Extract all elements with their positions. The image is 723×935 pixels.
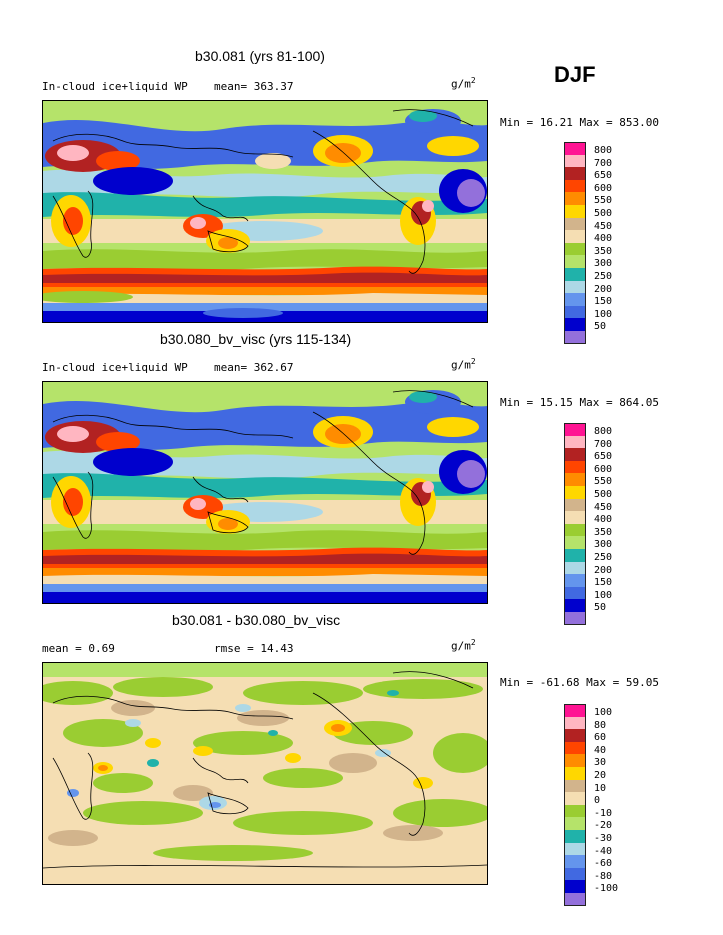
- panel3-legend-label: 20: [594, 769, 607, 781]
- panel3-legend: 100 80 60 40 30 20 10 0 -10 -20 -30 -40 …: [564, 704, 650, 906]
- panel1-legend-label: 400: [594, 233, 613, 245]
- panel3-legend-label: 0: [594, 795, 601, 807]
- panel1-legend-label: 300: [594, 258, 613, 270]
- panel1-legend-label: 500: [594, 207, 613, 219]
- panel3-legend-label: 30: [594, 757, 607, 769]
- panel1-minmax: Min = 16.21 Max = 853.00: [500, 116, 659, 129]
- panel1-legend-label: 350: [594, 245, 613, 257]
- panel2-map: [42, 381, 488, 604]
- panel3-legend-label: 10: [594, 782, 607, 794]
- panel1-legend-label: 50: [594, 321, 607, 333]
- panel2-variable-label: In-cloud ice+liquid WP: [42, 361, 188, 374]
- panel2-title: b30.080_bv_visc (yrs 115-134): [160, 331, 352, 347]
- panel3-units: g/m2: [451, 638, 476, 653]
- panel2-contour-field: [43, 382, 487, 603]
- panel1-variable-label: In-cloud ice+liquid WP: [42, 80, 188, 93]
- panel2-legend-label: 350: [594, 526, 613, 538]
- panel3-title: b30.081 - b30.080_bv_visc: [172, 612, 341, 628]
- panel1-legend-label: 700: [594, 157, 613, 169]
- panel3-legend-label: 40: [594, 744, 607, 756]
- panel2-legend-label: 500: [594, 488, 613, 500]
- panel1-units: g/m2: [451, 76, 476, 91]
- panel2-units: g/m2: [451, 357, 476, 372]
- panel1-legend-label: 200: [594, 283, 613, 295]
- panel1-legend-label: 550: [594, 195, 613, 207]
- panel2-legend-label: 650: [594, 451, 613, 463]
- panel2-legend-label: 800: [594, 426, 613, 437]
- panel1-legend-label: 600: [594, 182, 613, 194]
- panel1-contour-field: [43, 101, 487, 322]
- panel2-legend-label: 150: [594, 577, 613, 589]
- panel1-legend-label: 150: [594, 296, 613, 308]
- panel3-legend-label: -40: [594, 845, 613, 857]
- panel1-mean-label: mean= 363.37: [214, 80, 294, 93]
- panel3-legend-label: 100: [594, 707, 613, 718]
- panel2-legend-label: 50: [594, 602, 607, 614]
- panel2-legend-label: 100: [594, 589, 613, 601]
- panel3-minmax: Min = -61.68 Max = 59.05: [500, 676, 659, 689]
- panel2-legend: 800 700 650 600 550 500 450 400 350 300 …: [564, 423, 650, 625]
- panel3-legend-label: -60: [594, 858, 613, 870]
- panel2-legend-label: 250: [594, 551, 613, 563]
- panel3-legend-label: 80: [594, 719, 607, 731]
- panel3-rmse-label: rmse = 14.43: [214, 642, 294, 655]
- panel2-legend-label: 400: [594, 514, 613, 526]
- panel1-map: [42, 100, 488, 323]
- panel3-map: [42, 662, 488, 885]
- panel3-legend-label: -20: [594, 820, 613, 832]
- panel3-legend-label: -80: [594, 870, 613, 882]
- panel1-title: b30.081 (yrs 81-100): [195, 48, 325, 64]
- panel2-legend-label: 700: [594, 438, 613, 450]
- panel3-legend-label: 60: [594, 732, 607, 744]
- panel3-legend-label: -100: [594, 883, 619, 895]
- panel2-legend-label: 450: [594, 501, 613, 513]
- panel2-legend-label: 550: [594, 476, 613, 488]
- panel3-legend-label: -30: [594, 832, 613, 844]
- panel3-contour-field: [43, 663, 487, 884]
- panel1-legend-label: 650: [594, 170, 613, 182]
- panel1-legend-label: 800: [594, 145, 613, 156]
- panel1-legend-label: 450: [594, 220, 613, 232]
- season-label: DJF: [554, 62, 596, 87]
- panel2-legend-label: 600: [594, 463, 613, 475]
- panel1-legend-label: 100: [594, 308, 613, 320]
- panel1-legend: 800 700 650 600 550 500 450 400 350 300 …: [564, 142, 650, 344]
- panel2-mean-label: mean= 362.67: [214, 361, 294, 374]
- panel2-minmax: Min = 15.15 Max = 864.05: [500, 396, 659, 409]
- panel3-mean-label: mean = 0.69: [42, 642, 115, 655]
- panel3-legend-label: -10: [594, 807, 613, 819]
- panel2-legend-label: 200: [594, 564, 613, 576]
- panel2-legend-label: 300: [594, 539, 613, 551]
- panel1-legend-label: 250: [594, 270, 613, 282]
